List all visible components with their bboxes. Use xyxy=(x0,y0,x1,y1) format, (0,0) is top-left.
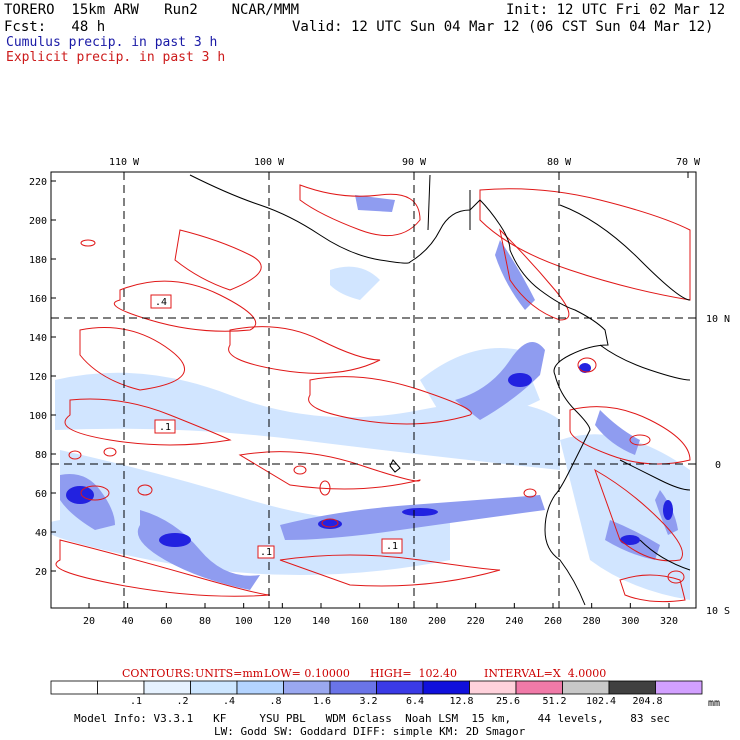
colorbar-label: 25.6 xyxy=(495,696,521,707)
cumulus-legend-label: Cumulus precip. in past 3 h xyxy=(6,35,218,50)
colorbar-label: .8 xyxy=(269,696,282,707)
x-tick-label: 300 xyxy=(621,616,639,627)
contour-caption-low: LOW= 0.10000 xyxy=(264,667,350,680)
x-tick-label: 100 xyxy=(235,616,253,627)
colorbar-swatch xyxy=(190,680,238,695)
colorbar-label: .2 xyxy=(176,696,189,707)
lon-label: 110 W xyxy=(109,157,140,168)
x-tick-label: 80 xyxy=(199,616,211,627)
x-tick-label: 20 xyxy=(83,616,95,627)
model-info-line2: LW: Godd SW: Goddard DIFF: simple KM: 2D… xyxy=(214,725,526,738)
colorbar-label: 3.2 xyxy=(359,696,378,707)
box-text-1: .4 xyxy=(155,297,167,308)
y-tick-label: 120 xyxy=(29,372,47,383)
box-label-2 xyxy=(154,419,176,434)
colorbar-swatch xyxy=(608,680,656,695)
colorbar xyxy=(50,680,703,695)
y-tick-label: 60 xyxy=(35,489,47,500)
explicit-legend-label: Explicit precip. in past 3 h xyxy=(6,50,226,65)
box-text-2: .1 xyxy=(159,422,171,433)
y-tick-label: 200 xyxy=(29,216,47,227)
colorbar-label: 204.8 xyxy=(632,696,663,707)
colorbar-swatch xyxy=(515,680,563,695)
x-tick-label: 240 xyxy=(505,616,523,627)
cumulus-precip-heavy xyxy=(66,363,673,547)
valid-time: Valid: 12 UTC Sun 04 Mar 12 (06 CST Sun … xyxy=(292,19,714,35)
colorbar-label: 6.4 xyxy=(405,696,425,707)
x-tick-label: 60 xyxy=(160,616,172,627)
x-tick-label: 260 xyxy=(544,616,562,627)
lat-label: 0 xyxy=(715,460,721,471)
colorbar-label: 102.4 xyxy=(585,696,617,707)
x-tick-label: 220 xyxy=(467,616,485,627)
x-tick-label: 40 xyxy=(122,616,134,627)
forecast-hour: Fcst: 48 h xyxy=(4,19,106,35)
y-tick-label: 180 xyxy=(29,255,47,266)
x-tick-label: 280 xyxy=(583,616,601,627)
y-tick-label: 100 xyxy=(29,411,47,422)
y-tick-label: 40 xyxy=(35,528,47,539)
colorbar-swatch xyxy=(283,680,331,695)
y-tick-label: 140 xyxy=(29,333,47,344)
explicit-precip-contours xyxy=(55,184,691,603)
model-title: TORERO 15km ARW Run2 NCAR/MMM xyxy=(4,2,300,18)
coastlines xyxy=(189,174,691,606)
colorbar-swatch xyxy=(422,680,470,695)
box-label-3 xyxy=(257,545,275,559)
colorbar-label: 51.2 xyxy=(542,696,567,707)
colorbar-label: 1.6 xyxy=(312,696,332,707)
graticule xyxy=(51,172,696,608)
x-tick-label: 160 xyxy=(351,616,369,627)
colorbar-label: .1 xyxy=(129,696,143,707)
model-info-line1: Model Info: V3.3.1 KF YSU PBL WDM 6class… xyxy=(74,712,671,725)
colorbar-swatch xyxy=(329,680,377,695)
map-frame xyxy=(50,171,697,609)
colorbar-swatch xyxy=(562,680,610,695)
y-tick-label: 220 xyxy=(29,177,47,188)
x-tick-label: 120 xyxy=(273,616,291,627)
contour-caption-high: HIGH= 102.40 xyxy=(370,667,458,680)
lon-label: 80 W xyxy=(547,157,572,168)
colorbar-swatch xyxy=(50,680,98,695)
colorbar-label: 12.8 xyxy=(449,696,474,707)
colorbar-swatch xyxy=(97,680,145,695)
box-text-4: .1 xyxy=(386,541,398,552)
colorbar-swatch xyxy=(236,680,284,695)
x-tick-label: 140 xyxy=(312,616,330,627)
init-time: Init: 12 UTC Fri 02 Mar 12 xyxy=(506,2,726,18)
lon-label: 100 W xyxy=(254,157,285,168)
y-tick-label: 20 xyxy=(35,567,47,578)
contour-caption-units: UNITS=mm xyxy=(195,667,264,680)
box-label-1 xyxy=(150,294,172,309)
contour-value-boxes xyxy=(150,294,403,559)
x-tick-label: 200 xyxy=(428,616,446,627)
y-tick-label: 160 xyxy=(29,294,47,305)
lat-label: 10 S xyxy=(706,606,730,617)
x-tick-label: 320 xyxy=(660,616,678,627)
y-tick-label: 80 xyxy=(35,450,47,461)
colorbar-unit: mm xyxy=(707,698,721,709)
colorbar-swatch xyxy=(469,680,517,695)
box-text-3: .1 xyxy=(260,547,272,558)
lon-label: 70 W xyxy=(676,157,701,168)
colorbar-swatch xyxy=(655,680,703,695)
colorbar-label: .4 xyxy=(222,696,236,707)
box-label-4 xyxy=(381,538,403,554)
contour-caption-interval: INTERVAL=X 4.0000 xyxy=(484,667,607,680)
lat-label: 10 N xyxy=(706,314,730,325)
colorbar-swatch xyxy=(376,680,424,695)
colorbar-swatch xyxy=(143,680,191,695)
lon-label: 90 W xyxy=(402,157,427,168)
contour-caption-title: CONTOURS: xyxy=(122,667,195,680)
x-tick-label: 180 xyxy=(389,616,407,627)
